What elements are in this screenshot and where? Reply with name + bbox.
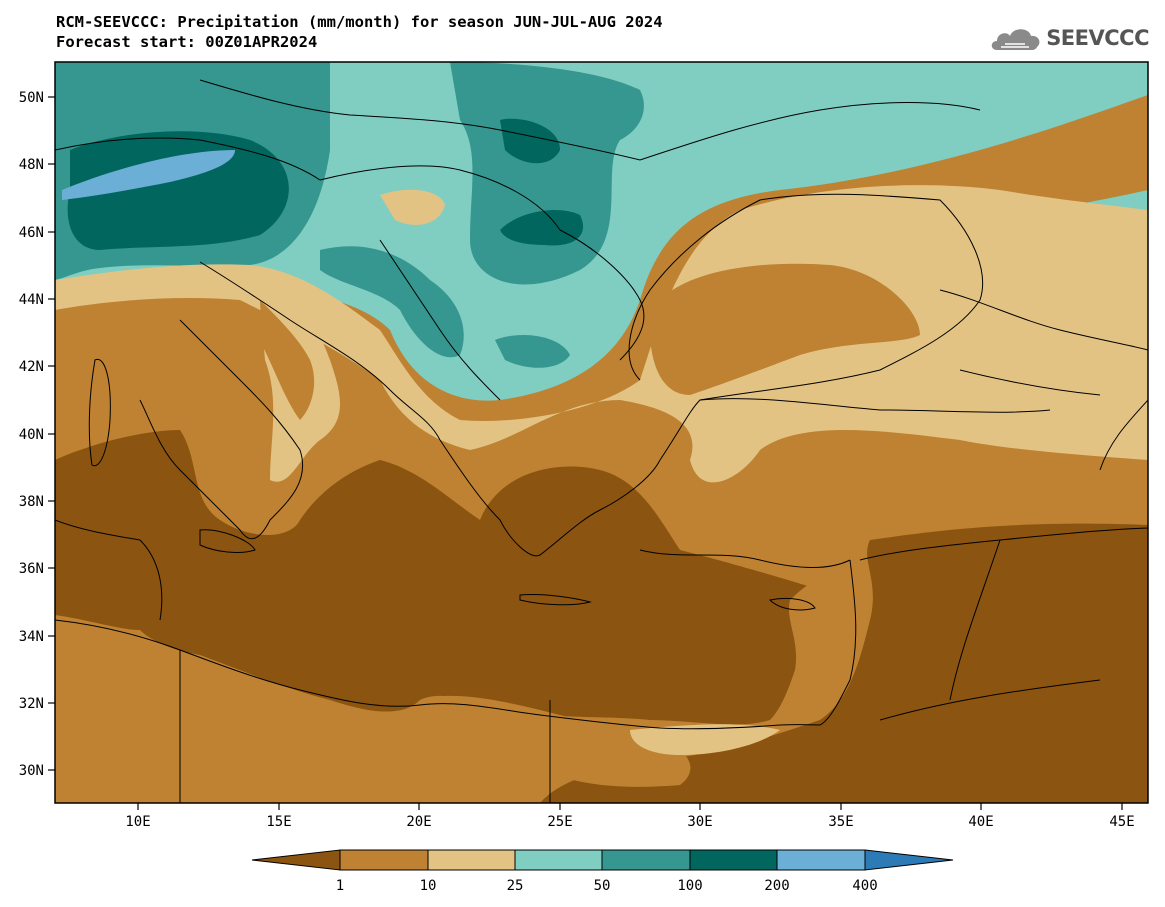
colorbar-label-200: 200 bbox=[764, 878, 789, 894]
coastline-greece bbox=[439, 439, 661, 557]
colorbar-under-triangle bbox=[251, 849, 341, 871]
border-central-europe bbox=[199, 79, 641, 161]
colorbar-label-1: 1 bbox=[336, 878, 344, 894]
field-egypt-tan bbox=[630, 724, 780, 755]
x-label-25e: 25E bbox=[547, 814, 572, 830]
coastline-turkey bbox=[659, 398, 1051, 461]
x-label-40e: 40E bbox=[968, 814, 993, 830]
colorbar-legend bbox=[251, 849, 954, 871]
colorbar-over-triangle bbox=[864, 849, 954, 871]
y-label-30n: 30N bbox=[19, 763, 44, 779]
y-label-42n: 42N bbox=[19, 359, 44, 375]
y-label-34n: 34N bbox=[19, 629, 44, 645]
colorbar-bin-10-25 bbox=[427, 849, 516, 871]
border-georgia bbox=[959, 369, 1101, 396]
x-axis-ticks bbox=[137, 803, 1123, 810]
seevccc-logo: SEEVCCC bbox=[989, 20, 1149, 56]
y-axis-labels: 50N 48N 46N 44N 42N 40N 38N 36N 34N 32N … bbox=[19, 90, 44, 779]
y-label-46n: 46N bbox=[19, 225, 44, 241]
coastline-tunisia bbox=[55, 519, 163, 621]
coastlines-and-borders bbox=[55, 79, 1148, 803]
coastline-levant bbox=[819, 559, 857, 726]
colorbar-bin-25-50 bbox=[514, 849, 603, 871]
y-label-50n: 50N bbox=[19, 90, 44, 106]
map-frame bbox=[54, 61, 1149, 804]
y-label-44n: 44N bbox=[19, 292, 44, 308]
x-label-15e: 15E bbox=[266, 814, 291, 830]
border-turkey-syria bbox=[859, 527, 1148, 561]
y-label-38n: 38N bbox=[19, 494, 44, 510]
border-balkan bbox=[379, 239, 501, 401]
colorbar-label-25: 25 bbox=[507, 878, 524, 894]
colorbar-bin-100-200 bbox=[689, 849, 778, 871]
coastline-sicily bbox=[199, 529, 256, 553]
border-saudi bbox=[879, 679, 1101, 721]
y-label-40n: 40N bbox=[19, 427, 44, 443]
field-alps-darkest bbox=[67, 131, 289, 250]
field-carpathian-darkteal bbox=[450, 62, 644, 285]
field-balkan-teal bbox=[495, 335, 570, 368]
y-label-48n: 48N bbox=[19, 157, 44, 173]
border-hungary bbox=[319, 165, 561, 231]
field-middleeast-dry bbox=[540, 523, 1148, 803]
field-dinaric-darkteal bbox=[320, 246, 464, 358]
title-block: RCM-SEEVCCC: Precipitation (mm/month) fo… bbox=[56, 12, 663, 52]
field-hungary-tan bbox=[380, 189, 445, 225]
y-label-32n: 32N bbox=[19, 696, 44, 712]
cloud-logo-icon bbox=[991, 29, 1040, 50]
coastline-adriatic bbox=[199, 261, 441, 441]
coastline-caspian bbox=[1099, 399, 1148, 471]
x-axis-labels: 10E 15E 20E 25E 30E 35E 40E 45E bbox=[125, 814, 1134, 830]
coastline-italy bbox=[139, 319, 304, 540]
colorbar-label-50: 50 bbox=[594, 878, 611, 894]
border-ukraine bbox=[639, 102, 981, 161]
map-subtitle: Forecast start: 00Z01APR2024 bbox=[56, 33, 318, 51]
x-label-45e: 45E bbox=[1109, 814, 1134, 830]
field-blacksea-brown bbox=[650, 263, 920, 395]
colorbar-label-10: 10 bbox=[420, 878, 437, 894]
field-libya-brown bbox=[416, 695, 691, 787]
border-romania bbox=[559, 229, 645, 361]
x-label-30e: 30E bbox=[687, 814, 712, 830]
colorbar-label-100: 100 bbox=[677, 878, 702, 894]
colorbar-bin-1-10 bbox=[339, 849, 429, 871]
border-iraq bbox=[949, 539, 1001, 701]
field-italy-brown bbox=[260, 300, 315, 420]
field-alps-blue bbox=[62, 150, 235, 200]
field-carpathian-darkest bbox=[500, 118, 560, 164]
colorbar-label-400: 400 bbox=[852, 878, 877, 894]
coastline-sardinia bbox=[88, 358, 111, 467]
border-caucasus bbox=[939, 289, 1148, 351]
field-levant-brown bbox=[788, 576, 847, 720]
border-alps bbox=[55, 137, 321, 181]
field-north-tan bbox=[55, 185, 1148, 483]
coastline-crete bbox=[519, 594, 592, 606]
coastline-blacksea bbox=[628, 193, 984, 401]
y-label-36n: 36N bbox=[19, 561, 44, 577]
field-mediterranean-dry bbox=[55, 430, 820, 725]
x-label-35e: 35E bbox=[828, 814, 853, 830]
coastline-africa bbox=[55, 619, 821, 730]
y-axis-ticks bbox=[48, 96, 55, 771]
field-hungary-darkest bbox=[500, 210, 584, 246]
x-label-20e: 20E bbox=[406, 814, 431, 830]
map-title: RCM-SEEVCCC: Precipitation (mm/month) fo… bbox=[56, 13, 663, 31]
coastline-cyprus bbox=[768, 597, 816, 611]
coastline-anatolia-south bbox=[639, 549, 851, 568]
colorbar-labels: 1 10 25 50 100 200 400 bbox=[336, 878, 878, 894]
colorbar-bin-50-100 bbox=[601, 849, 691, 871]
x-label-10e: 10E bbox=[125, 814, 150, 830]
precipitation-field bbox=[55, 62, 1148, 803]
colorbar-bin-200-400 bbox=[776, 849, 866, 871]
logo-text: SEEVCCC bbox=[1046, 26, 1149, 50]
